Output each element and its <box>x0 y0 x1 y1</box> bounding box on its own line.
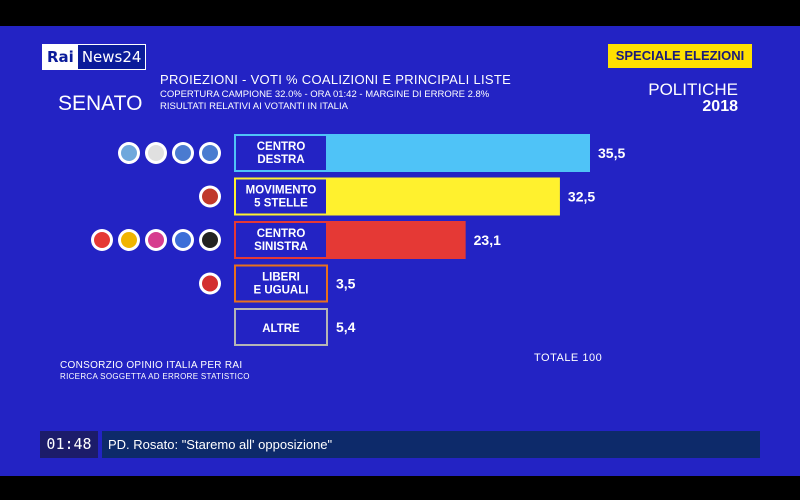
chamber-title: SENATO <box>58 92 143 115</box>
party-logo-emblem <box>94 232 110 248</box>
party-logo-emblem <box>175 232 191 248</box>
logo-news24: News24 <box>77 45 146 69</box>
category-label: MOVIMENTO <box>246 185 317 197</box>
news-ticker: 01:48 PD. Rosato: "Staremo all' opposizi… <box>40 431 760 458</box>
total-label: TOTALE 100 <box>534 352 603 364</box>
category-box <box>234 221 328 259</box>
value-label: 5,4 <box>336 319 356 335</box>
value-label: 23,1 <box>474 232 501 248</box>
value-label: 32,5 <box>568 189 595 205</box>
category-label: E UGUALI <box>254 285 309 297</box>
party-logo-emblem <box>202 275 218 292</box>
bar <box>328 221 466 259</box>
party-logo-emblem <box>121 232 137 248</box>
category-label: 5 STELLE <box>254 198 308 210</box>
category-label: SINISTRA <box>254 241 308 253</box>
election-label: POLITICHE <box>648 80 738 99</box>
value-label: 3,5 <box>336 276 356 292</box>
party-logo-emblem <box>202 145 218 161</box>
rainews24-logo: Rai News24 <box>42 44 147 70</box>
ticker-headline: PD. Rosato: "Staremo all' opposizione" <box>102 431 760 458</box>
party-logo-emblem <box>148 145 164 161</box>
category-box <box>234 264 328 303</box>
category-box <box>234 177 328 216</box>
party-logo-emblem <box>202 188 218 205</box>
ticker-clock: 01:48 <box>40 431 98 458</box>
bar <box>328 177 560 216</box>
coverage-note: COPERTURA CAMPIONE 32.0% - ORA 01:42 - M… <box>160 89 490 100</box>
party-logo-emblem <box>202 232 218 248</box>
category-label: CENTRO <box>257 141 306 153</box>
source-label: CONSORZIO OPINIO ITALIA PER RAI <box>60 360 243 371</box>
bar <box>328 134 590 172</box>
speciale-elezioni-badge: SPECIALE ELEZIONI <box>608 44 752 68</box>
category-box <box>234 134 328 172</box>
party-logo-emblem <box>121 145 137 161</box>
value-label: 35,5 <box>598 145 625 161</box>
category-label: CENTRO <box>257 228 306 240</box>
chart-title: PROIEZIONI - VOTI % COALIZIONI E PRINCIP… <box>160 72 512 87</box>
broadcast-screen: Rai News24 SPECIALE ELEZIONI SENATO PROI… <box>0 26 800 476</box>
category-label: ALTRE <box>262 323 300 335</box>
party-logo-emblem <box>175 145 191 161</box>
category-label: DESTRA <box>257 154 304 166</box>
party-logo-emblem <box>148 232 164 248</box>
category-box <box>234 308 328 346</box>
results-note: RISULTATI RELATIVI AI VOTANTI IN ITALIA <box>160 101 348 112</box>
category-label: LIBERI <box>262 272 300 284</box>
logo-rai: Rai <box>43 45 78 69</box>
election-year: 2018 <box>702 98 738 115</box>
source-note: RICERCA SOGGETTA AD ERRORE STATISTICO <box>60 372 250 381</box>
